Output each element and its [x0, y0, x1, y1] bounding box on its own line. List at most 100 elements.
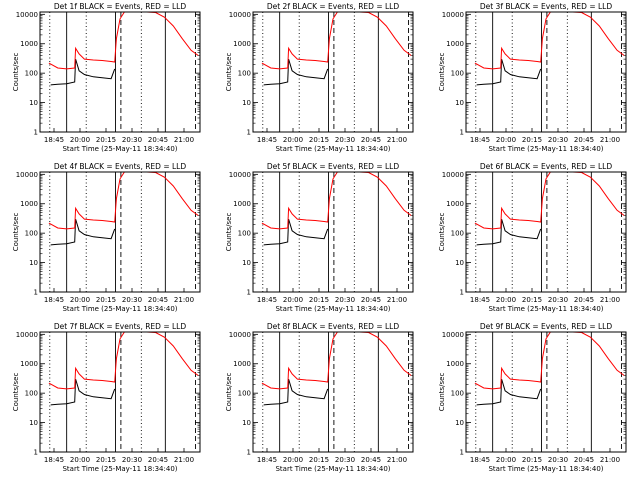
x-tick-label: 18:45	[470, 456, 490, 464]
x-tick-label: 20:15	[96, 136, 116, 144]
x-tick-label: 21:00	[387, 136, 407, 144]
x-tick-label: 20:45	[574, 296, 594, 304]
x-tick-label: 20:30	[335, 456, 355, 464]
plot-frame	[465, 11, 627, 133]
y-tick-label: 100	[25, 70, 38, 78]
x-axis-label: Start Time (25-May-11 18:34:40)	[488, 145, 603, 153]
x-axis-label: Start Time (25-May-11 18:34:40)	[275, 305, 390, 313]
x-tick-label: 20:30	[122, 136, 142, 144]
panel-det-1: Det 1f BLACK = Events, RED = LLD 1 10 100 10…	[12, 2, 201, 153]
y-tick-label: 10	[29, 259, 38, 267]
panel-det-4: Det 4f BLACK = Events, RED = LLD 1 10 100 10…	[12, 162, 201, 313]
x-tick-label: 20:45	[574, 456, 594, 464]
y-tick-label: 1	[460, 289, 464, 297]
x-tick-label: 20:30	[335, 296, 355, 304]
chart-title: Det 5f BLACK = Events, RED = LLD	[267, 162, 400, 171]
y-tick-label: 10000	[16, 331, 38, 339]
series-events-line	[263, 58, 329, 86]
y-tick-label: 100	[25, 230, 38, 238]
x-tick-label: 20:30	[122, 296, 142, 304]
y-tick-label: 1	[460, 449, 464, 457]
plot-frame	[39, 331, 201, 453]
x-tick-label: 18:45	[44, 456, 64, 464]
chart-title: Det 2f BLACK = Events, RED = LLD	[267, 2, 400, 11]
panel-det-7: Det 7f BLACK = Events, RED = LLD 1 10 100 10…	[12, 322, 201, 473]
x-tick-label: 21:00	[174, 296, 194, 304]
x-tick-label: 20:00	[283, 296, 303, 304]
panel-det-5: Det 5f BLACK = Events, RED = LLD 1 10 100 10…	[225, 162, 414, 313]
chart-title: Det 9f BLACK = Events, RED = LLD	[480, 322, 613, 331]
y-tick-label: 1	[247, 449, 251, 457]
series-lld-line	[474, 332, 625, 390]
x-axis-label: Start Time (25-May-11 18:34:40)	[275, 145, 390, 153]
y-tick-label: 10	[242, 259, 251, 267]
series-lld-line	[261, 12, 412, 70]
series-group	[261, 332, 412, 406]
y-axis-label: Counts/sec	[12, 213, 20, 252]
x-tick-label: 20:15	[309, 456, 329, 464]
y-axis-label: Counts/sec	[12, 53, 20, 92]
y-tick-label: 10000	[16, 11, 38, 19]
y-tick-label: 100	[25, 390, 38, 398]
plot-frame	[252, 331, 414, 453]
y-tick-label: 100	[238, 230, 251, 238]
chart-title: Det 3f BLACK = Events, RED = LLD	[480, 2, 613, 11]
y-tick-label: 10	[29, 419, 38, 427]
series-events-line	[263, 378, 329, 406]
x-tick-label: 20:45	[361, 136, 381, 144]
y-tick-label: 1000	[233, 200, 251, 208]
y-tick-label: 10000	[442, 331, 464, 339]
x-tick-label: 20:45	[361, 456, 381, 464]
x-tick-label: 20:15	[522, 456, 542, 464]
x-axis-label: Start Time (25-May-11 18:34:40)	[62, 145, 177, 153]
series-events-line	[263, 218, 329, 246]
x-tick-label: 21:00	[600, 456, 620, 464]
x-tick-label: 20:15	[96, 296, 116, 304]
panel-det-6: Det 6f BLACK = Events, RED = LLD 1 10 100 10…	[438, 162, 627, 313]
series-events-line	[476, 58, 542, 86]
plot-frame	[465, 331, 627, 453]
x-tick-label: 18:45	[44, 136, 64, 144]
x-axis-label: Start Time (25-May-11 18:34:40)	[275, 465, 390, 473]
panel-det-3: Det 3f BLACK = Events, RED = LLD 1 10 100 10…	[438, 2, 627, 153]
x-tick-label: 21:00	[387, 296, 407, 304]
plot-frame	[465, 171, 627, 293]
x-tick-label: 20:15	[309, 136, 329, 144]
x-tick-label: 21:00	[387, 456, 407, 464]
series-events-line	[50, 378, 116, 406]
x-axis-label: Start Time (25-May-11 18:34:40)	[62, 305, 177, 313]
y-tick-label: 1000	[233, 40, 251, 48]
y-tick-label: 1000	[20, 360, 38, 368]
y-tick-label: 10000	[442, 171, 464, 179]
y-tick-label: 10000	[229, 171, 251, 179]
x-tick-label: 20:45	[361, 296, 381, 304]
x-tick-label: 20:00	[496, 296, 516, 304]
x-tick-label: 20:30	[335, 136, 355, 144]
chart-title: Det 6f BLACK = Events, RED = LLD	[480, 162, 613, 171]
y-tick-label: 1000	[446, 360, 464, 368]
series-lld-line	[261, 172, 412, 230]
y-tick-label: 1000	[20, 200, 38, 208]
series-events-line	[476, 378, 542, 406]
series-events-line	[476, 218, 542, 246]
series-lld-line	[48, 332, 199, 390]
x-tick-label: 18:45	[257, 136, 277, 144]
x-tick-label: 20:45	[148, 136, 168, 144]
panel-det-2: Det 2f BLACK = Events, RED = LLD 1 10 100 10…	[225, 2, 414, 153]
x-tick-label: 20:30	[548, 136, 568, 144]
y-tick-label: 1	[247, 289, 251, 297]
x-tick-label: 20:15	[522, 136, 542, 144]
series-lld-line	[48, 172, 199, 230]
y-tick-label: 100	[238, 70, 251, 78]
x-tick-label: 20:00	[283, 456, 303, 464]
y-tick-label: 1000	[20, 40, 38, 48]
y-tick-label: 1	[460, 129, 464, 137]
y-tick-label: 10000	[16, 171, 38, 179]
series-group	[474, 12, 625, 86]
y-tick-label: 100	[238, 390, 251, 398]
x-axis-label: Start Time (25-May-11 18:34:40)	[62, 465, 177, 473]
y-tick-label: 1	[247, 129, 251, 137]
x-tick-label: 20:30	[548, 296, 568, 304]
x-tick-label: 21:00	[600, 136, 620, 144]
x-tick-label: 18:45	[470, 136, 490, 144]
